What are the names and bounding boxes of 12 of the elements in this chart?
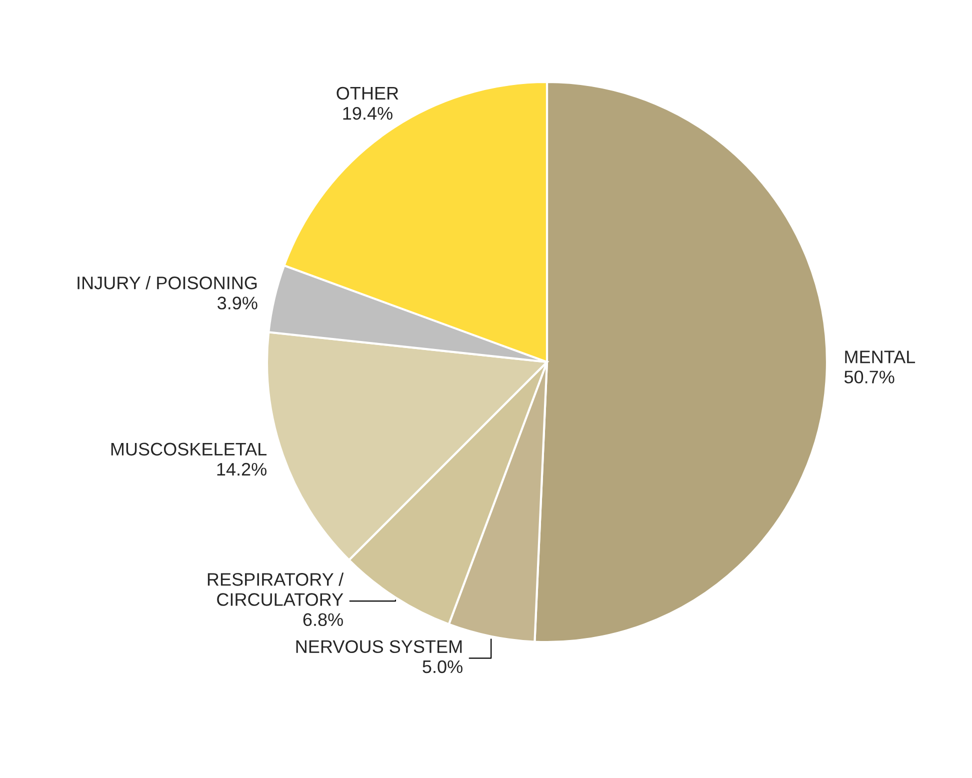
slice-label: MENTAL: [845, 350, 916, 364]
data-label: 6.8%: [303, 613, 343, 626]
slice-label: NERVOUS SYSTEM: [296, 640, 462, 654]
slice-label: OTHER: [336, 86, 398, 100]
slice-label: RESPIRATORY / CIRCULATORY: [208, 572, 344, 606]
data-label: 5.0%: [422, 660, 462, 674]
data-label: 3.9%: [218, 296, 258, 310]
slice-label: MUSCOSKELETAL: [111, 442, 267, 456]
data-label: 19.4%: [343, 106, 392, 120]
data-label: 50.7%: [844, 370, 894, 384]
slice-label: INJURY / POISONING: [78, 276, 257, 290]
data-label: 14.2%: [217, 462, 266, 476]
